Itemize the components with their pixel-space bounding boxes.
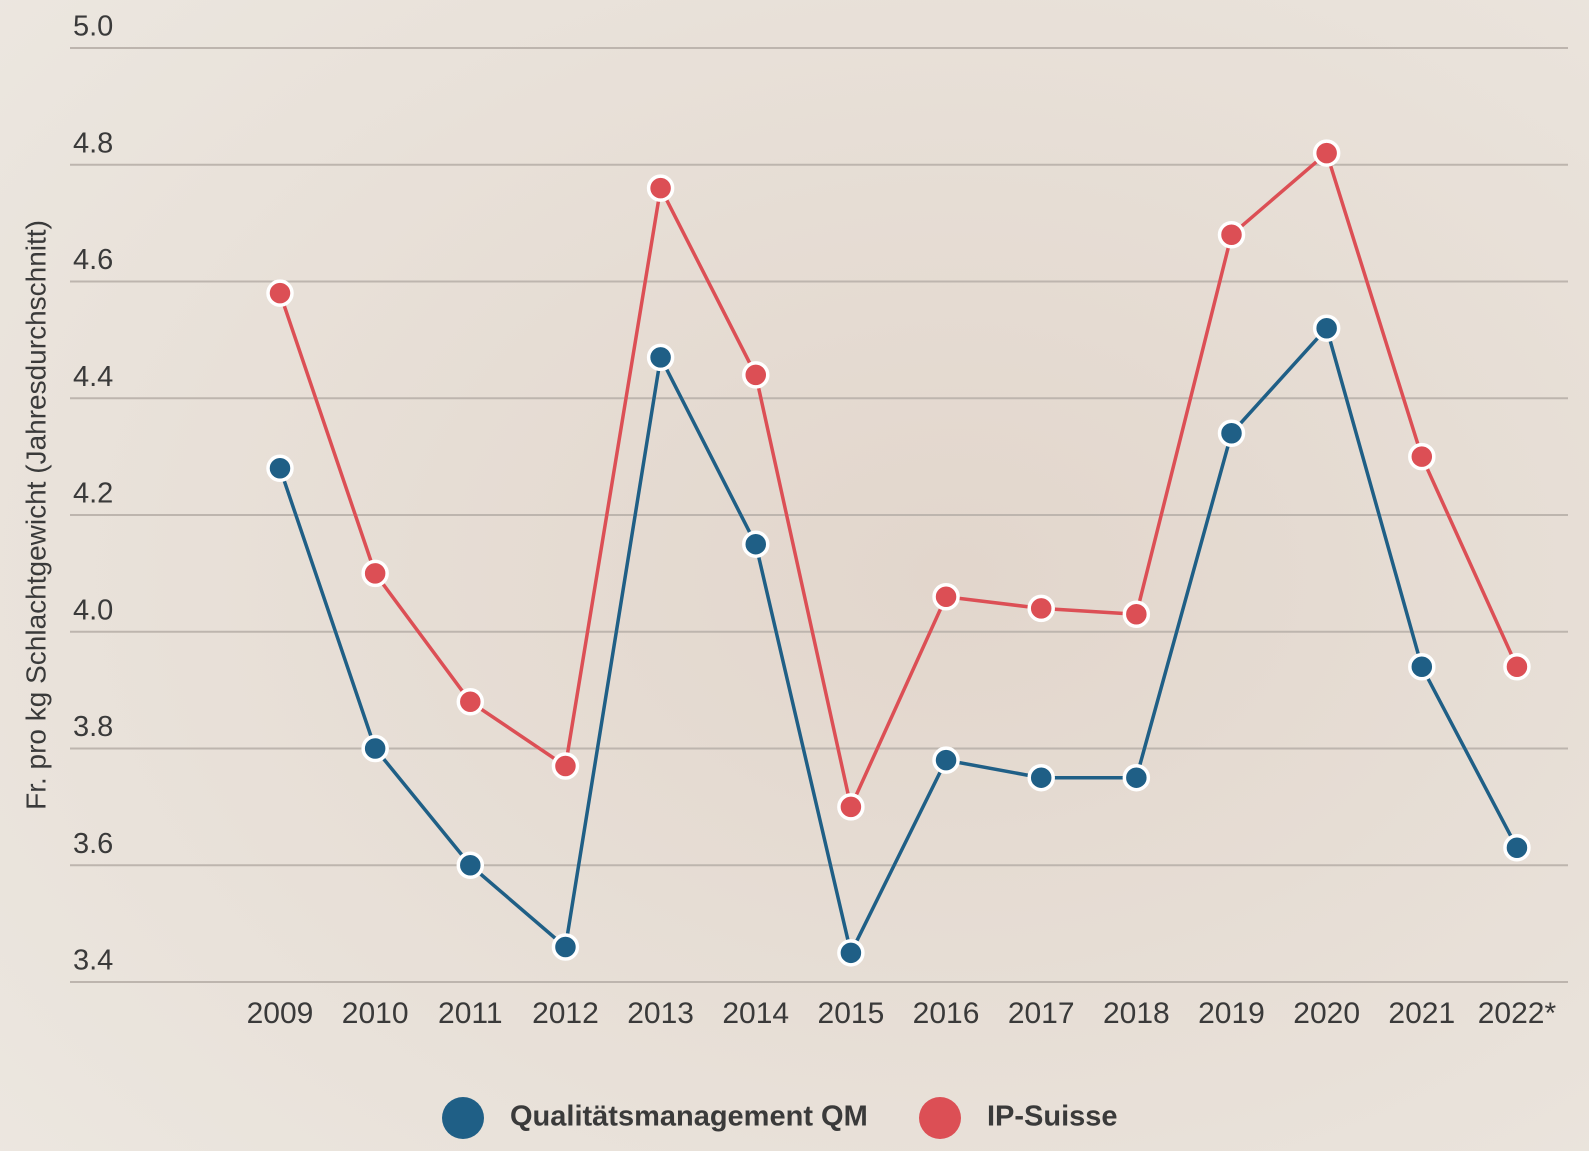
data-point — [839, 795, 863, 819]
y-tick-label: 3.6 — [73, 828, 113, 860]
y-tick-label: 3.8 — [73, 711, 113, 743]
x-tick-label: 2013 — [627, 997, 694, 1030]
data-point — [934, 748, 958, 772]
data-point — [1029, 766, 1053, 790]
x-tick-label: 2019 — [1198, 997, 1265, 1030]
x-tick-label: 2012 — [532, 997, 599, 1030]
data-point — [1220, 223, 1244, 247]
x-tick-label: 2010 — [342, 997, 409, 1030]
y-axis-title: Fr. pro kg Schlachtgewicht (Jahresdurchs… — [20, 220, 51, 810]
data-point — [649, 345, 673, 369]
data-point — [744, 532, 768, 556]
x-tick-label: 2014 — [722, 997, 789, 1030]
x-tick-label: 2022* — [1478, 997, 1557, 1030]
y-tick-label: 5.0 — [73, 11, 113, 43]
data-point — [1505, 655, 1529, 679]
y-tick-label: 4.8 — [73, 127, 113, 159]
data-point — [268, 281, 292, 305]
data-point — [1410, 655, 1434, 679]
x-tick-label: 2016 — [913, 997, 980, 1030]
y-tick-label: 3.4 — [73, 945, 113, 977]
legend-marker — [919, 1097, 961, 1139]
legend-label: Qualitätsmanagement QM — [510, 1101, 868, 1133]
data-point — [1315, 316, 1339, 340]
legend-label: IP-Suisse — [987, 1101, 1118, 1133]
data-point — [458, 853, 482, 877]
data-point — [363, 737, 387, 761]
data-point — [268, 456, 292, 480]
data-point — [1029, 596, 1053, 620]
data-point — [1124, 766, 1148, 790]
data-point — [458, 690, 482, 714]
x-tick-label: 2021 — [1388, 997, 1455, 1030]
data-point — [553, 754, 577, 778]
data-point — [839, 941, 863, 965]
data-point — [1315, 141, 1339, 165]
data-point — [649, 176, 673, 200]
y-tick-label: 4.6 — [73, 244, 113, 276]
y-tick-label: 4.2 — [73, 478, 113, 510]
chart: Fr. pro kg Schlachtgewicht (Jahresdurchs… — [0, 0, 1589, 1151]
data-point — [1220, 421, 1244, 445]
x-tick-label: 2009 — [247, 997, 314, 1030]
data-point — [363, 561, 387, 585]
data-point — [744, 363, 768, 387]
x-tick-label: 2011 — [438, 997, 503, 1030]
legend-marker — [442, 1097, 484, 1139]
y-tick-label: 4.4 — [73, 361, 113, 393]
data-point — [1410, 445, 1434, 469]
y-tick-label: 4.0 — [73, 594, 113, 626]
x-tick-label: 2017 — [1008, 997, 1075, 1030]
x-tick-label: 2015 — [818, 997, 885, 1030]
data-point — [934, 585, 958, 609]
x-tick-label: 2018 — [1103, 997, 1170, 1030]
data-point — [1124, 602, 1148, 626]
x-tick-label: 2020 — [1293, 997, 1360, 1030]
data-point — [1505, 836, 1529, 860]
data-point — [553, 935, 577, 959]
background — [0, 0, 1589, 1151]
